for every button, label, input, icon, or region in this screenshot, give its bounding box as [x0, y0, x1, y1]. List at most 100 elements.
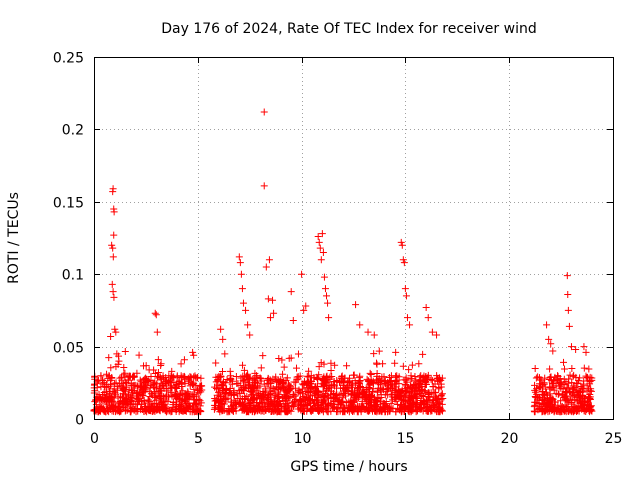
- data-point: [260, 182, 268, 190]
- data-point: [535, 405, 543, 413]
- data-point: [586, 387, 594, 395]
- data-point: [349, 404, 357, 412]
- data-point: [377, 378, 385, 386]
- data-point: [167, 388, 175, 396]
- data-point: [165, 378, 173, 386]
- data-point: [239, 377, 247, 385]
- data-point: [137, 389, 145, 397]
- data-point: [228, 398, 236, 406]
- data-point: [162, 385, 170, 393]
- data-point: [290, 378, 298, 386]
- data-point: [564, 290, 572, 298]
- data-point: [133, 382, 141, 390]
- data-point: [370, 403, 378, 411]
- data-point: [151, 309, 159, 317]
- data-point: [152, 405, 160, 413]
- data-point: [356, 383, 364, 391]
- data-point: [112, 363, 120, 371]
- data-point: [388, 385, 396, 393]
- data-point: [435, 407, 443, 415]
- data-point: [142, 374, 150, 382]
- data-point: [301, 387, 309, 395]
- data-point: [172, 382, 180, 390]
- x-tick-label: 25: [605, 431, 623, 447]
- data-point: [315, 363, 323, 371]
- data-point: [239, 361, 247, 369]
- data-point: [262, 263, 270, 271]
- data-point: [582, 372, 590, 380]
- data-point: [217, 325, 225, 333]
- data-point: [212, 385, 220, 393]
- x-tick-label: 0: [90, 431, 99, 447]
- data-point: [300, 306, 308, 314]
- data-point: [127, 386, 135, 394]
- data-point: [190, 380, 198, 388]
- grid: [94, 57, 613, 419]
- data-point: [219, 335, 227, 343]
- data-point: [282, 397, 290, 405]
- data-point: [379, 360, 387, 368]
- data-point: [363, 395, 371, 403]
- data-point: [295, 387, 303, 395]
- data-point: [434, 377, 442, 385]
- data-point: [159, 382, 167, 390]
- data-point: [538, 400, 546, 408]
- data-point: [327, 367, 335, 375]
- data-point: [413, 400, 421, 408]
- data-point: [260, 407, 268, 415]
- data-point: [262, 385, 270, 393]
- data-point: [119, 380, 127, 388]
- data-point: [290, 402, 298, 410]
- data-point: [560, 375, 568, 383]
- data-point: [405, 366, 413, 374]
- data-point: [357, 406, 365, 414]
- data-point: [189, 348, 197, 356]
- data-point: [557, 380, 565, 388]
- data-point: [218, 381, 226, 389]
- data-point: [349, 371, 357, 379]
- data-point: [392, 386, 400, 394]
- data-point: [579, 404, 587, 412]
- data-point: [562, 408, 570, 416]
- data-point: [537, 376, 545, 384]
- data-point: [311, 390, 319, 398]
- data-point: [157, 360, 165, 368]
- data-point: [238, 395, 246, 403]
- data-point: [547, 340, 555, 348]
- data-point: [293, 364, 301, 372]
- data-point: [424, 314, 432, 322]
- data-point: [428, 377, 436, 385]
- data-point: [407, 395, 415, 403]
- data-point: [92, 396, 100, 404]
- data-point: [393, 393, 401, 401]
- data-point: [287, 288, 295, 296]
- data-point: [160, 398, 168, 406]
- x-tick-label: 10: [294, 431, 312, 447]
- y-tick-label: 0: [75, 413, 84, 429]
- data-point: [580, 364, 588, 372]
- data-point: [564, 379, 572, 387]
- data-point: [427, 407, 435, 415]
- data-point: [109, 244, 117, 252]
- data-point: [391, 359, 399, 367]
- data-point: [220, 405, 228, 413]
- data-point: [246, 331, 254, 339]
- data-point: [110, 208, 118, 216]
- data-point: [282, 388, 290, 396]
- data-point: [283, 374, 291, 382]
- data-point: [281, 408, 289, 416]
- data-point: [227, 391, 235, 399]
- data-point: [432, 393, 440, 401]
- data-point: [142, 362, 150, 370]
- y-tick-labels: 0 0.05 0.1 0.15 0.2 0.25: [53, 51, 84, 429]
- data-point: [366, 380, 374, 388]
- data-point: [195, 395, 203, 403]
- data-point: [296, 396, 304, 404]
- data-point: [572, 345, 580, 353]
- data-point: [573, 393, 581, 401]
- data-point: [400, 393, 408, 401]
- data-point: [312, 389, 320, 397]
- data-point: [123, 406, 131, 414]
- data-point: [92, 407, 100, 415]
- data-point: [216, 408, 224, 416]
